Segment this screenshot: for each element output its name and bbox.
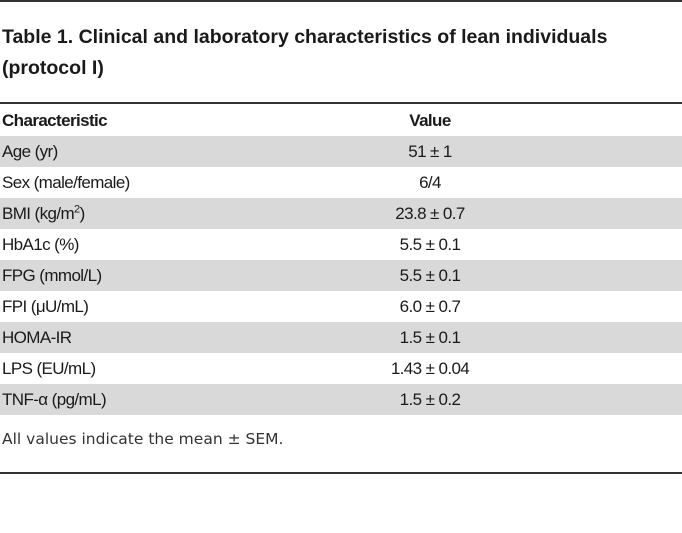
table-row: LPS (EU/mL) 1.43 ± 0.04	[0, 353, 682, 384]
header-characteristic: Characteristic	[2, 111, 108, 130]
table-title: Table 1. Clinical and laboratory charact…	[2, 26, 608, 79]
row-label-bmi: BMI (kg/m2)	[2, 198, 85, 229]
table-header-row: Characteristic Value	[0, 106, 682, 136]
table-row: FPI (μU/mL) 6.0 ± 0.7	[0, 291, 682, 322]
bmi-label-superscript: 2	[74, 203, 80, 216]
top-rule	[0, 0, 682, 2]
bottom-rule	[0, 472, 682, 474]
row-value-fpg: 5.5 ± 0.1	[399, 266, 461, 285]
row-value-tnf-alpha: 1.5 ± 0.2	[399, 390, 461, 409]
row-value-hba1c: 5.5 ± 0.1	[399, 235, 461, 254]
row-label-sex: Sex (male/female)	[2, 173, 130, 192]
header-value: Value	[409, 111, 451, 130]
row-value-age: 51 ± 1	[408, 142, 452, 161]
row-label-lps: LPS (EU/mL)	[2, 359, 96, 378]
table-row: Age (yr) 51 ± 1	[0, 136, 682, 167]
bmi-label-main: BMI (kg/m	[2, 204, 75, 223]
row-label-hba1c: HbA1c (%)	[2, 235, 79, 254]
row-label-tnf-alpha: TNF-α (pg/mL)	[2, 390, 107, 409]
row-value-sex: 6/4	[419, 173, 441, 192]
table-row: BMI (kg/m2) 23.8 ± 0.7	[0, 198, 682, 229]
characteristics-table: Characteristic Value Age (yr) 51 ± 1 Sex…	[0, 106, 682, 415]
row-label-fpg: FPG (mmol/L)	[2, 266, 102, 285]
row-value-fpi: 6.0 ± 0.7	[399, 297, 461, 316]
row-label-age: Age (yr)	[2, 142, 58, 161]
row-label-fpi: FPI (μU/mL)	[2, 297, 89, 316]
header-rule	[0, 102, 682, 104]
table-row: HOMA-IR 1.5 ± 0.1	[0, 322, 682, 353]
table-row: HbA1c (%) 5.5 ± 0.1	[0, 229, 682, 260]
row-value-bmi: 23.8 ± 0.7	[395, 204, 465, 223]
bmi-label-end: )	[79, 204, 86, 223]
table-row: Sex (male/female) 6/4	[0, 167, 682, 198]
row-label-homa-ir: HOMA-IR	[2, 328, 72, 347]
row-value-homa-ir: 1.5 ± 0.1	[399, 328, 461, 347]
table-footnote: All values indicate the mean ± SEM.	[2, 430, 284, 448]
table-row: TNF-α (pg/mL) 1.5 ± 0.2	[0, 384, 682, 415]
row-value-lps: 1.43 ± 0.04	[390, 359, 470, 378]
table-row: FPG (mmol/L) 5.5 ± 0.1	[0, 260, 682, 291]
